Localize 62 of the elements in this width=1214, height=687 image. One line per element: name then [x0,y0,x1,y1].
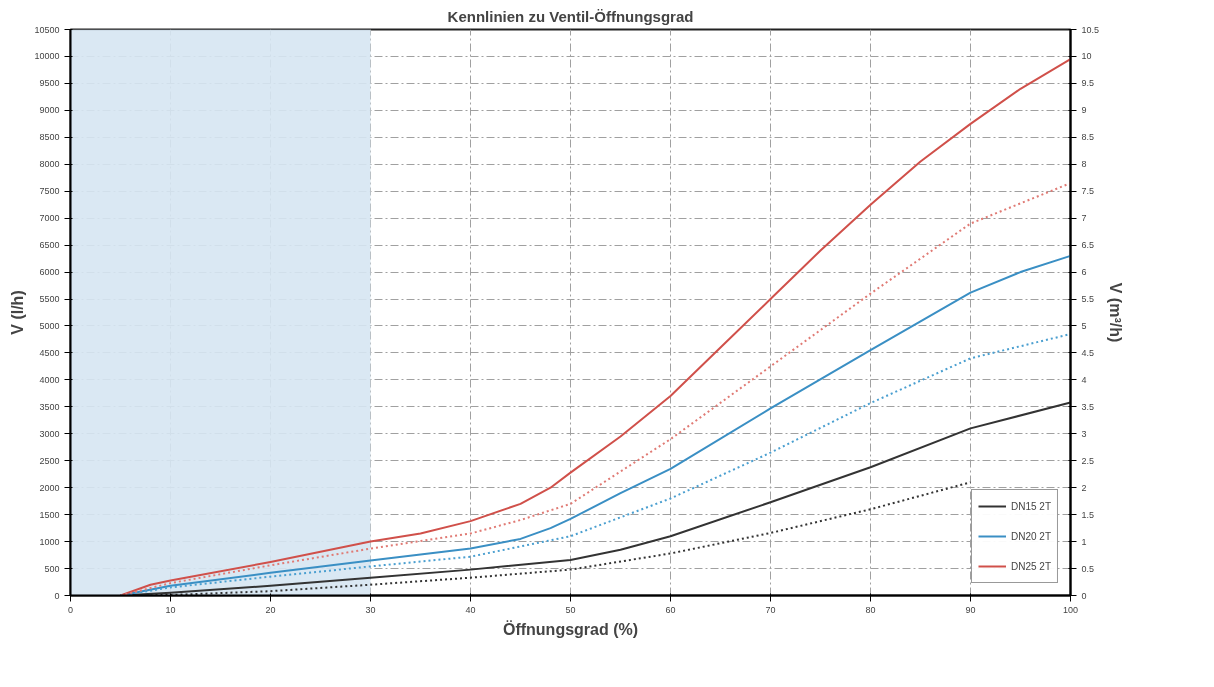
y2-tick-label: 3 [1081,428,1087,439]
y2-tick-label: 10.5 [1081,24,1100,35]
y-axis-title: V (l/h) [9,290,27,335]
y-tick-label: 3000 [39,428,60,439]
y-tick-label: 7000 [39,213,60,224]
y-tick-label: 6500 [39,240,60,251]
y2-tick-label: 8 [1081,159,1087,170]
x-tick-label: 50 [565,604,576,615]
y-tick-label: 3500 [39,401,60,412]
x-tick-label: 80 [865,604,876,615]
y2-tick-label: 3.5 [1081,401,1095,412]
x-tick-label: 20 [265,604,276,615]
y-tick-label: 6000 [39,267,60,278]
y-tick-label: 0 [54,590,60,601]
y-tick-label: 8000 [39,159,60,170]
y-tick-label: 10500 [34,24,60,35]
y2-tick-label: 1 [1081,536,1087,547]
y2-tick-label: 9.5 [1081,78,1095,89]
x-tick-label: 90 [965,604,976,615]
y2-tick-label: 6.5 [1081,240,1095,251]
y2-tick-label: 0.5 [1081,563,1095,574]
legend-label: DN15 2T [1010,500,1051,512]
y2-tick-label: 4.5 [1081,347,1095,358]
y2-tick-label: 8.5 [1081,132,1095,143]
x-tick-label: 100 [1062,604,1079,615]
y-tick-label: 4000 [39,374,60,385]
y-tick-label: 2000 [39,482,60,493]
y-tick-label: 1000 [39,536,60,547]
y2-tick-label: 1.5 [1081,509,1095,520]
y2-tick-label: 5.5 [1081,294,1095,305]
y2-tick-label: 6 [1081,267,1087,278]
y2-tick-label: 5 [1081,320,1087,331]
y2-tick-label: 9 [1081,105,1087,116]
x-tick-label: 30 [365,604,376,615]
y-tick-label: 500 [44,563,60,574]
y2-tick-label: 2 [1081,482,1087,493]
y-tick-label: 10000 [34,51,60,62]
y-tick-label: 5000 [39,320,60,331]
y2-tick-label: 7.5 [1081,186,1095,197]
y-tick-label: 5500 [39,294,60,305]
y2-tick-label: 0 [1081,590,1087,601]
y2-tick-label: 2.5 [1081,455,1095,466]
x-tick-label: 10 [165,604,176,615]
chart-title: Kennlinien zu Ventil-Öffnungsgrad [447,7,694,25]
x-tick-label: 0 [68,604,74,615]
y-tick-label: 2500 [39,455,60,466]
legend-label: DN20 2T [1010,530,1051,542]
y-tick-label: 4500 [39,347,60,358]
y-tick-label: 9500 [39,78,60,89]
x-tick-label: 40 [465,604,476,615]
y-tick-label: 9000 [39,105,60,116]
x-axis-title: Öffnungsgrad (%) [502,619,639,638]
y2-axis-title: V (m³/h) [1107,282,1125,343]
legend-label: DN25 2T [1010,560,1051,572]
y2-tick-label: 4 [1081,374,1087,385]
y2-tick-label: 10 [1081,51,1092,62]
y2-tick-label: 7 [1081,213,1087,224]
y-tick-label: 8500 [39,132,60,143]
y-tick-label: 7500 [39,186,60,197]
y-tick-label: 1500 [39,509,60,520]
x-tick-label: 60 [665,604,676,615]
x-tick-label: 70 [765,604,776,615]
